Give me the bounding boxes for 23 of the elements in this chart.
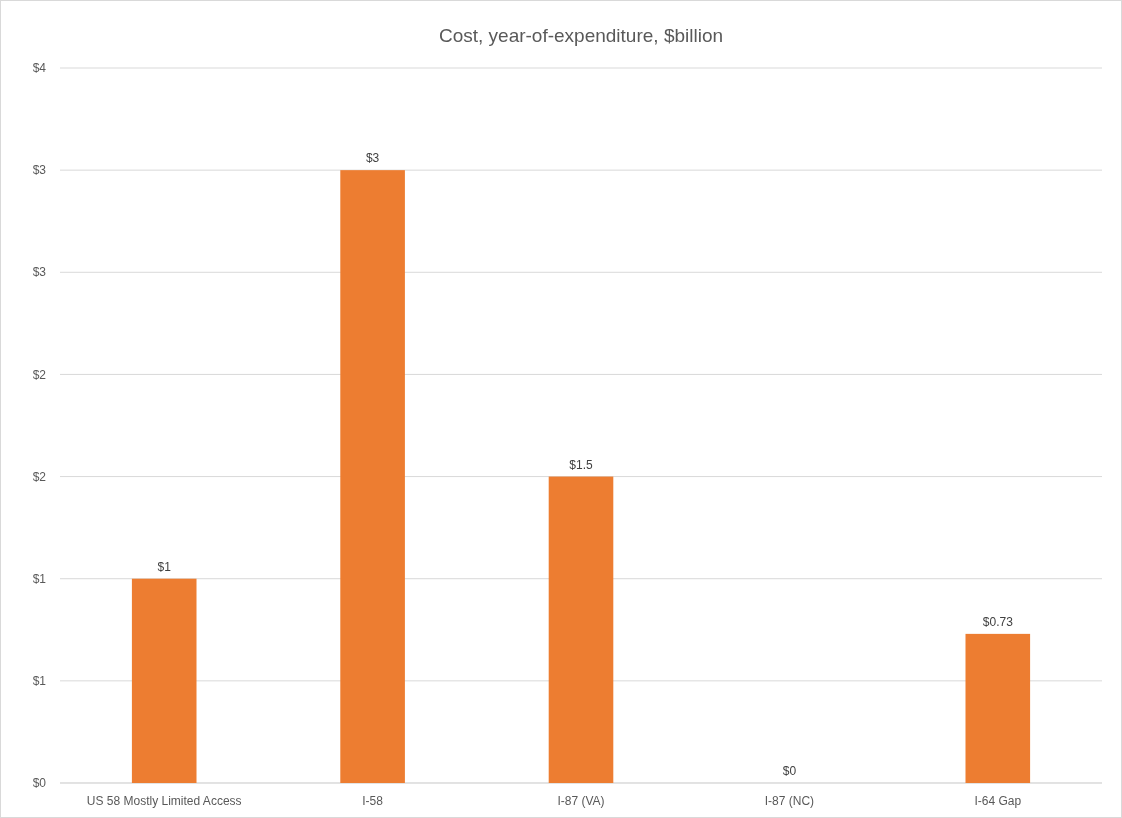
y-tick-label: $1 — [32, 571, 47, 586]
y-tick-label: $1 — [32, 674, 47, 689]
x-tick-label: I-58 — [362, 794, 384, 808]
bar — [548, 476, 614, 783]
bar — [131, 578, 197, 783]
bar — [965, 633, 1031, 783]
data-label: $1.5 — [569, 457, 593, 472]
data-label: $1 — [157, 559, 172, 574]
x-tick-label: I-64 Gap — [974, 794, 1022, 808]
y-tick-label: $3 — [32, 163, 47, 178]
bar — [340, 170, 405, 783]
y-tick-label: $3 — [32, 265, 47, 280]
x-tick-label: I-87 (VA) — [557, 794, 605, 808]
y-tick-label: $4 — [32, 61, 47, 76]
y-tick-label: $2 — [32, 367, 47, 382]
data-label: $3 — [365, 151, 380, 166]
x-tick-label: I-87 (NC) — [764, 794, 815, 808]
y-tick-label: $2 — [32, 469, 47, 484]
x-tick-label: US 58 Mostly Limited Access — [86, 794, 242, 808]
data-label: $0.73 — [982, 614, 1014, 629]
chart-title: Cost, year-of-expenditure, $billion — [438, 25, 724, 46]
data-label: $0 — [782, 764, 797, 778]
y-tick-label: $0 — [32, 776, 47, 791]
